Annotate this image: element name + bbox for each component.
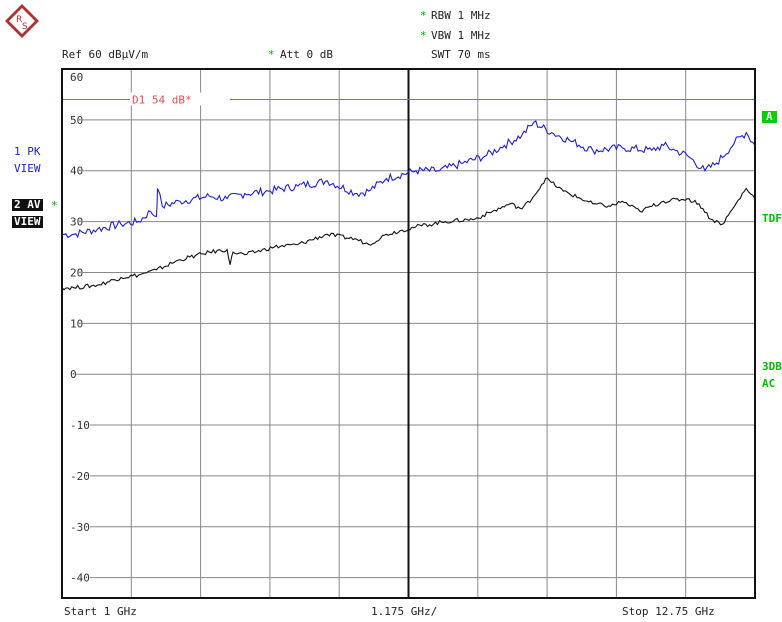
tick-label-bg	[63, 520, 90, 533]
tick-label-bg	[63, 266, 83, 279]
y-tick-label: -10	[70, 419, 90, 432]
y-tick-label: -20	[70, 470, 90, 483]
tick-label-bg	[63, 469, 90, 482]
trace2-mode: 2 AV	[12, 198, 43, 211]
start-frequency: Start 1 GHz	[64, 605, 137, 618]
trace1-view: VIEW	[14, 162, 41, 175]
tick-label-bg	[63, 368, 76, 381]
attenuation: Att 0 dB	[280, 48, 333, 61]
vbw-setting: VBW 1 MHz	[431, 29, 491, 42]
traces	[61, 119, 756, 291]
trace2-star: *	[51, 199, 58, 212]
span-per-division: 1.175 GHz/	[371, 605, 438, 618]
limit-line-group: D1 54 dB*	[62, 92, 755, 107]
tick-label-bg	[63, 113, 83, 126]
trace-2	[61, 177, 756, 291]
y-tick-label: -30	[70, 521, 90, 534]
trace2-view: VIEW	[12, 215, 43, 228]
limit-label-bg	[130, 92, 230, 106]
3db-label: 3DB	[762, 360, 782, 373]
ac-label: AC	[762, 377, 776, 390]
y-tick-label: -40	[70, 572, 90, 585]
rbw-star: *	[420, 9, 427, 22]
y-tick-label: 30	[70, 216, 83, 229]
rohde-schwarz-logo: R S	[5, 4, 39, 38]
y-tick-label: 20	[70, 266, 83, 279]
screen-a-badge: A	[762, 111, 777, 123]
sweep-time: SWT 70 ms	[431, 48, 491, 61]
trace1-mode: 1 PK	[14, 145, 41, 158]
vbw-star: *	[420, 29, 427, 42]
rbw-setting: RBW 1 MHz	[431, 9, 491, 22]
y-tick-label: 60	[70, 71, 83, 84]
tick-label-bg	[63, 571, 90, 584]
att-star: *	[268, 48, 275, 61]
tick-label-bg	[63, 215, 83, 228]
trace-1	[61, 119, 756, 239]
y-tick-label: 40	[70, 165, 83, 178]
tick-label-bg	[63, 317, 83, 330]
tdf-label: TDF	[762, 212, 782, 225]
grid	[62, 69, 755, 598]
reference-level: Ref 60 dBµV/m	[62, 48, 149, 61]
y-tick-labels: 60 50 40 30 20 10 0 -10 -20 -30 -40	[63, 71, 90, 585]
plot-frame	[61, 68, 756, 599]
stop-frequency: Stop 12.75 GHz	[622, 605, 715, 618]
tick-label-bg	[63, 164, 83, 177]
y-tick-label: 10	[70, 317, 83, 330]
limit-line-label: D1 54 dB*	[132, 94, 192, 107]
svg-text:R: R	[16, 15, 22, 25]
y-tick-label: 50	[70, 114, 83, 127]
tick-label-bg	[63, 419, 90, 432]
svg-text:S: S	[22, 22, 28, 32]
y-tick-label: 0	[70, 368, 77, 381]
